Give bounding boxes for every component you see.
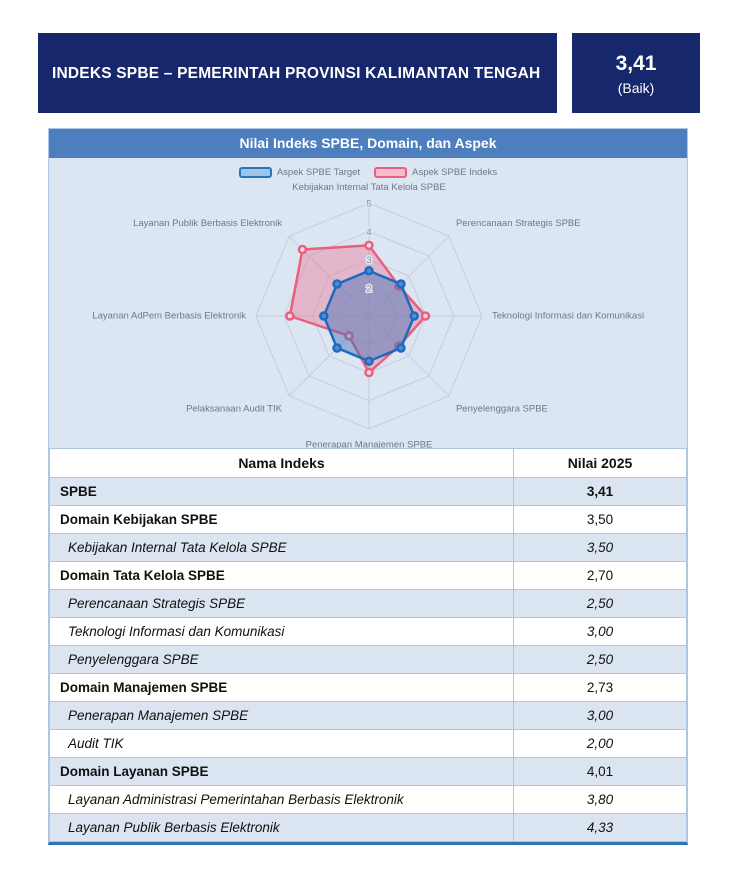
table-row: Audit TIK 2,00 [49, 729, 687, 758]
target-series-point [319, 311, 329, 321]
target-series-point [396, 279, 406, 289]
index-table: Nama Indeks Nilai 2025 SPBE 3,41 Domain Ke… [49, 448, 687, 842]
index-name: SPBE [49, 477, 514, 506]
target-series-point [364, 266, 374, 276]
index-value: 3,00 [513, 701, 687, 730]
table-row: SPBE 3,41 [49, 477, 687, 506]
column-header-nama-indeks: Nama Indeks [49, 448, 514, 478]
page-title: INDEKS SPBE – PEMERINTAH PROVINSI KALIMA… [52, 64, 541, 82]
indeks-series-point [297, 244, 308, 255]
axis-label: Layanan AdPem Berbasis Elektronik [92, 311, 246, 322]
index-value: 3,00 [513, 617, 687, 646]
score-badge: 3,41 (Baik) [572, 33, 700, 113]
target-series-point [332, 279, 342, 289]
radar-chart: 2 3 4 5 Kebijakan Internal Tata Kelola SPBE P… [92, 182, 644, 448]
index-name: Layanan Publik Berbasis Elektronik [49, 813, 514, 842]
index-name: Penyelenggara SPBE [49, 645, 514, 674]
index-name: Penerapan Manajemen SPBE [49, 701, 514, 730]
indeks-swatch-icon [374, 167, 408, 178]
index-value: 2,73 [513, 673, 687, 702]
target-series-point [364, 356, 374, 366]
chart-title: Nilai Indeks SPBE, Domain, dan Aspek [49, 129, 687, 158]
axis-label: Perencanaan Strategis SPBE [456, 218, 581, 229]
index-name: Domain Kebijakan SPBE [49, 505, 514, 534]
radial-tick-label: 5 [366, 199, 371, 210]
table-row: Penyelenggara SPBE 2,50 [49, 645, 687, 674]
indeks-series-point [420, 311, 431, 321]
index-name: Teknologi Informasi dan Komunikasi [49, 617, 514, 646]
legend-label-indeks: Aspek SPBE Indeks [412, 167, 498, 178]
index-name: Audit TIK [49, 729, 514, 758]
axis-label: Penyelenggara SPBE [456, 403, 548, 414]
index-value: 3,41 [513, 477, 687, 506]
radial-tick-label: 3 [366, 255, 371, 266]
table-row: Domain Kebijakan SPBE 3,50 [49, 505, 687, 534]
legend-item-target[interactable]: Aspek SPBE Target [238, 167, 361, 178]
index-value: 2,50 [513, 645, 687, 674]
index-value: 4,01 [513, 757, 687, 786]
report-title-box: INDEKS SPBE – PEMERINTAH PROVINSI KALIMA… [38, 33, 557, 113]
table-row: Penerapan Manajemen SPBE 3,00 [49, 701, 687, 730]
score-qualifier: (Baik) [617, 79, 655, 96]
index-name: Layanan Administrasi Pemerintahan Berbas… [49, 785, 514, 814]
table-row: Domain Layanan SPBE 4,01 [49, 757, 687, 786]
target-series-point [332, 343, 342, 353]
table-row: Kebijakan Internal Tata Kelola SPBE 3,50 [49, 533, 687, 562]
radar-chart-panel: Aspek SPBE Target Aspek SPBE Indeks 2 3 4 5… [49, 158, 687, 448]
indeks-series-point [285, 311, 295, 321]
axis-label: Teknologi Informasi dan Komunikasi [492, 311, 644, 322]
legend-item-indeks[interactable]: Aspek SPBE Indeks [374, 167, 497, 178]
table-row: Domain Manajemen SPBE 2,73 [49, 673, 687, 702]
index-value: 4,33 [513, 813, 687, 842]
index-value: 3,50 [513, 533, 687, 562]
radial-tick-label: 2 [366, 283, 371, 294]
table-row: Perencanaan Strategis SPBE 2,50 [49, 589, 687, 618]
table-row: Domain Tata Kelola SPBE 2,70 [49, 561, 687, 590]
index-value: 2,70 [513, 561, 687, 590]
index-value: 3,80 [513, 785, 687, 814]
axis-label: Pelaksanaan Audit TIK [186, 403, 283, 414]
indeks-series-point [364, 240, 374, 251]
axis-label: Penerapan Manajemen SPBE [306, 439, 433, 448]
column-header-nilai-2025: Nilai 2025 [513, 448, 687, 478]
index-name: Kebijakan Internal Tata Kelola SPBE [49, 533, 514, 562]
legend-label-target: Aspek SPBE Target [276, 167, 361, 178]
table-header-row: Nama Indeks Nilai 2025 [49, 448, 687, 478]
index-name: Domain Manajemen SPBE [49, 673, 514, 702]
report-card: Nilai Indeks SPBE, Domain, dan Aspek Asp… [48, 128, 688, 845]
table-row: Teknologi Informasi dan Komunikasi 3,00 [49, 617, 687, 646]
axis-label: Layanan Publik Berbasis Elektronik [133, 218, 282, 229]
indeks-series-point [364, 367, 374, 378]
table-row: Layanan Administrasi Pemerintahan Berbas… [49, 785, 687, 814]
radial-tick-label: 4 [366, 227, 371, 238]
target-series-point [409, 311, 419, 321]
index-name: Domain Layanan SPBE [49, 757, 514, 786]
axis-label: Kebijakan Internal Tata Kelola SPBE [292, 182, 446, 193]
table-row: Layanan Publik Berbasis Elektronik 4,33 [49, 813, 687, 842]
page-header: INDEKS SPBE – PEMERINTAH PROVINSI KALIMA… [38, 33, 700, 113]
index-value: 2,50 [513, 589, 687, 618]
index-value: 2,00 [513, 729, 687, 758]
score-value: 3,41 [615, 51, 657, 75]
target-swatch-icon [238, 167, 272, 178]
indeks-series-point [344, 331, 354, 341]
index-value: 3,50 [513, 505, 687, 534]
target-series-point [396, 343, 406, 353]
index-name: Domain Tata Kelola SPBE [49, 561, 514, 590]
chart-legend: Aspek SPBE Target Aspek SPBE Indeks [49, 167, 687, 178]
index-name: Perencanaan Strategis SPBE [49, 589, 514, 618]
